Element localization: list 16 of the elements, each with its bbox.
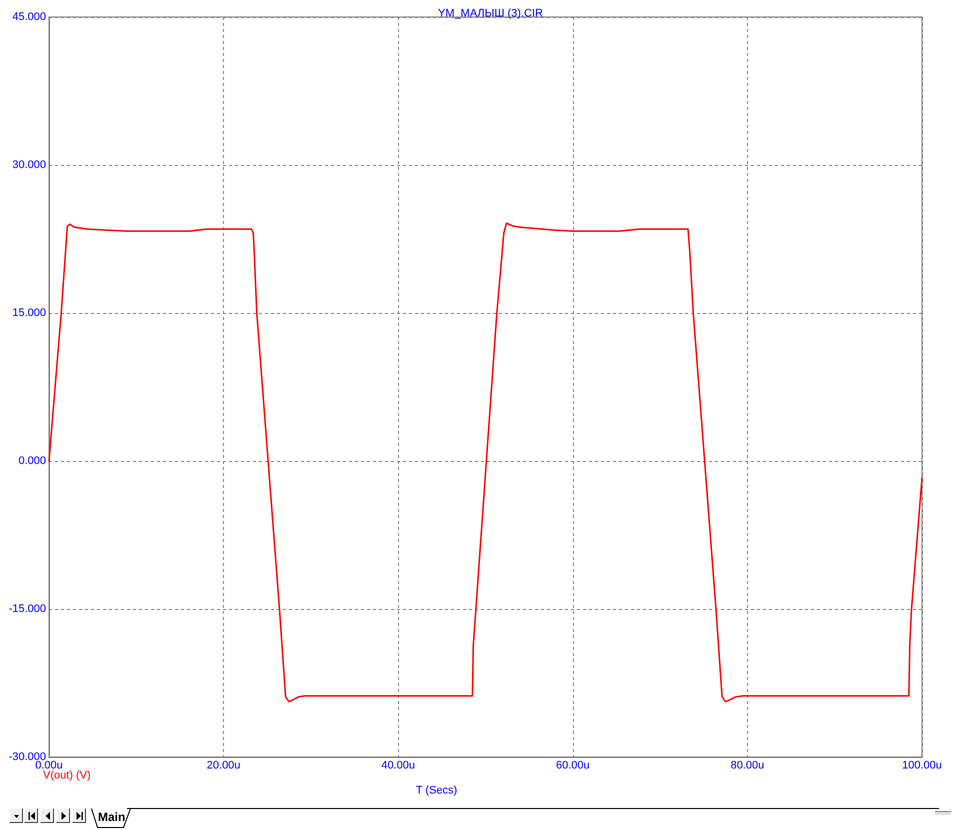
y-tick-label: 45.000 (12, 11, 46, 23)
text: Main (98, 810, 126, 824)
x-tick-label: 100.00u (902, 760, 942, 772)
x-tick-label: 20.00u (206, 760, 240, 772)
x-axis-title: T (Secs) (416, 784, 458, 796)
y-tick-label: 15.000 (12, 307, 46, 319)
x-tick-label: 0.00u (35, 760, 63, 772)
text: V(out) (V) (43, 770, 91, 782)
chart-title: YM_МАЛЫШ (3).CIR (438, 8, 543, 20)
x-tick-label: 60.00u (556, 760, 590, 772)
x-tick-label: 80.00u (730, 760, 764, 772)
y-tick-label: 0.000 (18, 455, 46, 467)
y-tick-label: -15.000 (8, 603, 46, 615)
line-series (48, 222, 923, 702)
y-tick-label: 30.000 (12, 159, 46, 171)
x-tick-label: 40.00u (381, 760, 416, 772)
